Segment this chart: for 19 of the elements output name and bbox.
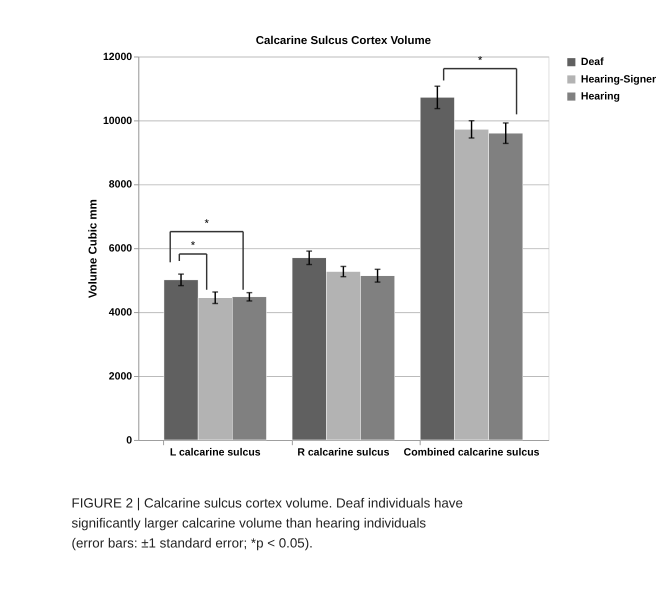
x-tick-label: L calcarine sulcus [170, 448, 261, 459]
y-tick-label: 2000 [108, 371, 132, 382]
legend-label: Hearing-Signer [580, 74, 656, 86]
chart-title: Calcarine Sulcus Cortex Volume [256, 35, 431, 48]
legend-label: Hearing [580, 91, 620, 102]
y-axis-title: Volume Cubic mm [87, 199, 100, 298]
y-tick-label: 4000 [108, 307, 132, 318]
x-tick-label: Combined calcarine sulcus [404, 448, 540, 459]
y-tick-label: 8000 [108, 180, 132, 191]
y-tick-label: 12000 [102, 52, 132, 63]
annotation: * [190, 240, 196, 252]
y-tick-label: 0 [126, 435, 132, 446]
annotation: * [204, 218, 210, 230]
caption: FIGURE 2 | Calcarine sulcus cortex volume. Deaf individuals have significantly larger calcarine volume than hearing individuals (error bars: ±1 standard error; *p < 0.05). [72, 496, 463, 551]
annotation: * [478, 54, 483, 67]
x-tick-label: R calcarine sulcus [297, 448, 390, 459]
y-tick-label: 10000 [102, 116, 132, 127]
y-tick-label: 6000 [108, 244, 132, 255]
legend-label: Deaf [580, 57, 604, 68]
